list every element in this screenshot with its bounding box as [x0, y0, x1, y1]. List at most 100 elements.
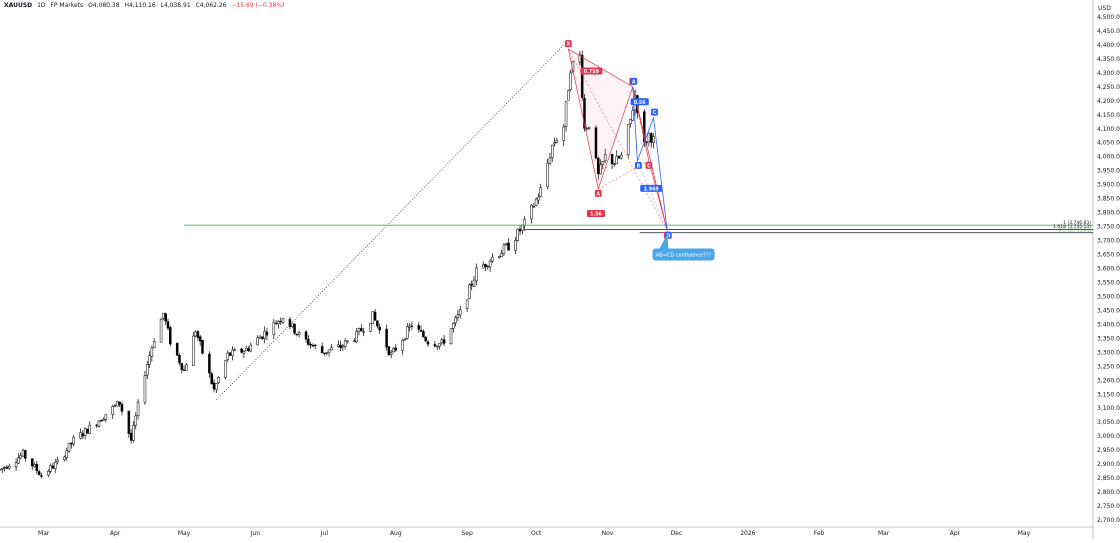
- abcd-leg[interactable]: [637, 117, 654, 162]
- candle: [532, 205, 536, 208]
- abcd-point-label[interactable]: D: [666, 233, 670, 239]
- harmonic-ratio-label[interactable]: 1.56: [590, 212, 602, 218]
- harmonic-point-label-bg: [594, 189, 602, 197]
- candle: [583, 98, 586, 129]
- callout-pointer: [658, 233, 669, 251]
- abcd-point-label[interactable]: B: [637, 164, 641, 170]
- candle: [502, 244, 506, 255]
- candle: [81, 433, 85, 437]
- candle: [530, 204, 533, 220]
- candle: [162, 312, 165, 319]
- candle: [152, 341, 156, 348]
- abcd-ratio-label[interactable]: 2.969: [644, 186, 660, 192]
- candle: [475, 267, 478, 282]
- y-tick-label: 3,300.00: [1097, 349, 1120, 356]
- abcd-point-label[interactable]: A: [632, 79, 636, 85]
- y-tick-label: 2,750.00: [1097, 503, 1120, 510]
- candle: [323, 352, 326, 355]
- x-tick-label: Jul: [320, 530, 329, 537]
- candle: [166, 321, 170, 329]
- y-tick-label: 3,850.00: [1097, 196, 1120, 203]
- currency-label: USD: [1098, 5, 1111, 12]
- abcd-point-label-bg: [651, 108, 658, 116]
- candle: [242, 351, 246, 354]
- candle: [601, 161, 605, 165]
- candle: [403, 338, 407, 341]
- candle: [599, 164, 602, 175]
- source-label: FP Markets: [50, 2, 84, 9]
- candle: [178, 355, 181, 364]
- candle: [587, 126, 591, 129]
- candle: [3, 467, 6, 469]
- candle: [465, 299, 469, 309]
- candle: [288, 319, 292, 327]
- candle: [88, 424, 91, 434]
- candle: [343, 340, 347, 347]
- candle: [196, 331, 200, 338]
- harmonic-point-label[interactable]: X: [567, 42, 571, 48]
- callout-box[interactable]: [652, 248, 715, 261]
- y-tick-label: 3,900.00: [1097, 182, 1120, 189]
- x-tick-label: Mar: [38, 530, 50, 537]
- candle: [65, 450, 68, 458]
- candle: [394, 347, 398, 351]
- candle: [164, 313, 167, 322]
- candle: [564, 101, 568, 127]
- candle: [272, 321, 276, 335]
- candle: [410, 325, 414, 327]
- candle: [217, 377, 220, 383]
- candle: [33, 464, 36, 467]
- candle: [426, 341, 430, 345]
- candle: [99, 420, 103, 422]
- candle: [307, 338, 310, 345]
- y-tick-label: 3,700.00: [1097, 238, 1120, 245]
- x-tick-label: Aug: [390, 530, 402, 537]
- candle: [500, 252, 503, 257]
- candle: [491, 256, 494, 262]
- symbol-name[interactable]: XAUUSD: [4, 2, 33, 9]
- harmonic-ratio-label-bg: [586, 210, 606, 218]
- candle: [198, 336, 202, 342]
- candle: [594, 127, 598, 159]
- candle: [504, 243, 508, 246]
- abcd-leg[interactable]: [653, 117, 668, 231]
- abcd-ratio-label[interactable]: 0.56: [634, 100, 646, 106]
- x-tick-label: May: [178, 530, 191, 537]
- candle: [1, 467, 4, 470]
- candle: [63, 456, 66, 461]
- interval-label[interactable]: 1D: [37, 2, 46, 9]
- candle: [422, 331, 425, 338]
- candle: [523, 219, 526, 226]
- y-tick-label: 3,750.00: [1097, 224, 1120, 231]
- candle: [224, 360, 227, 378]
- harmonic-point-label[interactable]: C: [647, 164, 651, 170]
- harmonic-ratio-label-bg: [580, 67, 603, 75]
- candle: [521, 224, 524, 231]
- candle: [649, 133, 653, 143]
- harmonic-point-label[interactable]: A: [596, 191, 600, 197]
- x-tick-label: Sep: [461, 530, 473, 537]
- candle: [79, 432, 82, 439]
- candle: [339, 344, 342, 349]
- candle: [518, 228, 522, 232]
- candle: [148, 355, 151, 365]
- candle: [212, 382, 216, 390]
- candle: [113, 404, 117, 407]
- x-tick-label: Apr: [110, 530, 121, 537]
- harmonic-ratio-label[interactable]: 0.759: [584, 69, 600, 75]
- harmonic-bcd-triangle[interactable]: [632, 86, 668, 231]
- candle: [631, 110, 635, 121]
- candle: [553, 142, 556, 145]
- callout-text[interactable]: AB=CD confluence???: [656, 253, 712, 259]
- abcd-point-label[interactable]: C: [653, 110, 657, 116]
- candle: [548, 157, 552, 164]
- candle: [539, 187, 542, 197]
- y-tick-label: 4,450.00: [1097, 28, 1120, 35]
- candle: [488, 260, 492, 268]
- candle: [150, 347, 154, 357]
- candle: [17, 457, 20, 464]
- candle: [118, 401, 121, 405]
- x-tick-label: Apr: [950, 530, 961, 537]
